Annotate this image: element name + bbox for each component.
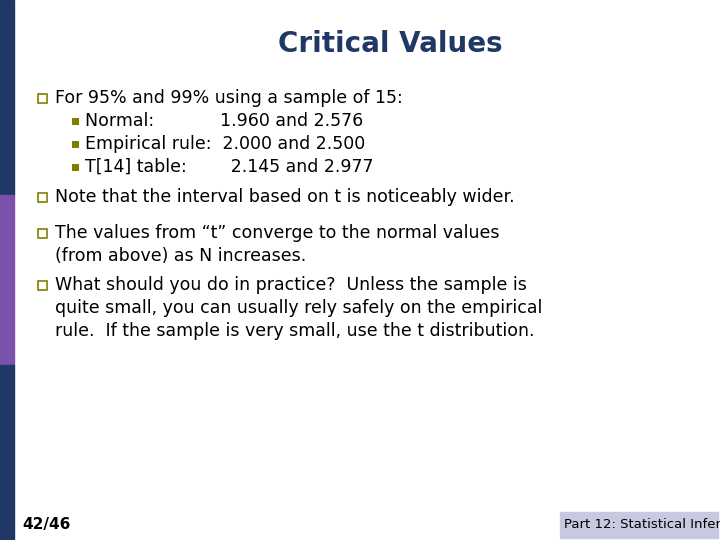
Text: quite small, you can usually rely safely on the empirical: quite small, you can usually rely safely… (55, 299, 542, 317)
Text: T[14] table:        2.145 and 2.977: T[14] table: 2.145 and 2.977 (85, 158, 374, 176)
Text: Part 12: Statistical Inference: Part 12: Statistical Inference (564, 518, 720, 531)
Text: What should you do in practice?  Unless the sample is: What should you do in practice? Unless t… (55, 276, 527, 294)
Bar (71, 140, 78, 147)
Bar (0, 195, 14, 365)
Text: (from above) as N increases.: (from above) as N increases. (55, 247, 306, 265)
Bar (560, 512, 718, 538)
Bar (37, 93, 47, 103)
Text: Normal:            1.960 and 2.576: Normal: 1.960 and 2.576 (85, 112, 364, 130)
Text: Critical Values: Critical Values (278, 30, 503, 58)
Text: rule.  If the sample is very small, use the t distribution.: rule. If the sample is very small, use t… (55, 322, 534, 340)
Bar (71, 118, 78, 125)
Text: The values from “t” converge to the normal values: The values from “t” converge to the norm… (55, 224, 500, 242)
Text: Note that the interval based on t is noticeably wider.: Note that the interval based on t is not… (55, 188, 515, 206)
Text: For 95% and 99% using a sample of 15:: For 95% and 99% using a sample of 15: (55, 89, 402, 107)
Bar (37, 192, 47, 201)
Text: 42/46: 42/46 (22, 517, 71, 532)
Text: Empirical rule:  2.000 and 2.500: Empirical rule: 2.000 and 2.500 (85, 135, 365, 153)
Bar (0, 365, 14, 540)
Bar (37, 228, 47, 238)
Bar (71, 164, 78, 171)
Bar (0, 0, 14, 195)
Bar (37, 280, 47, 289)
